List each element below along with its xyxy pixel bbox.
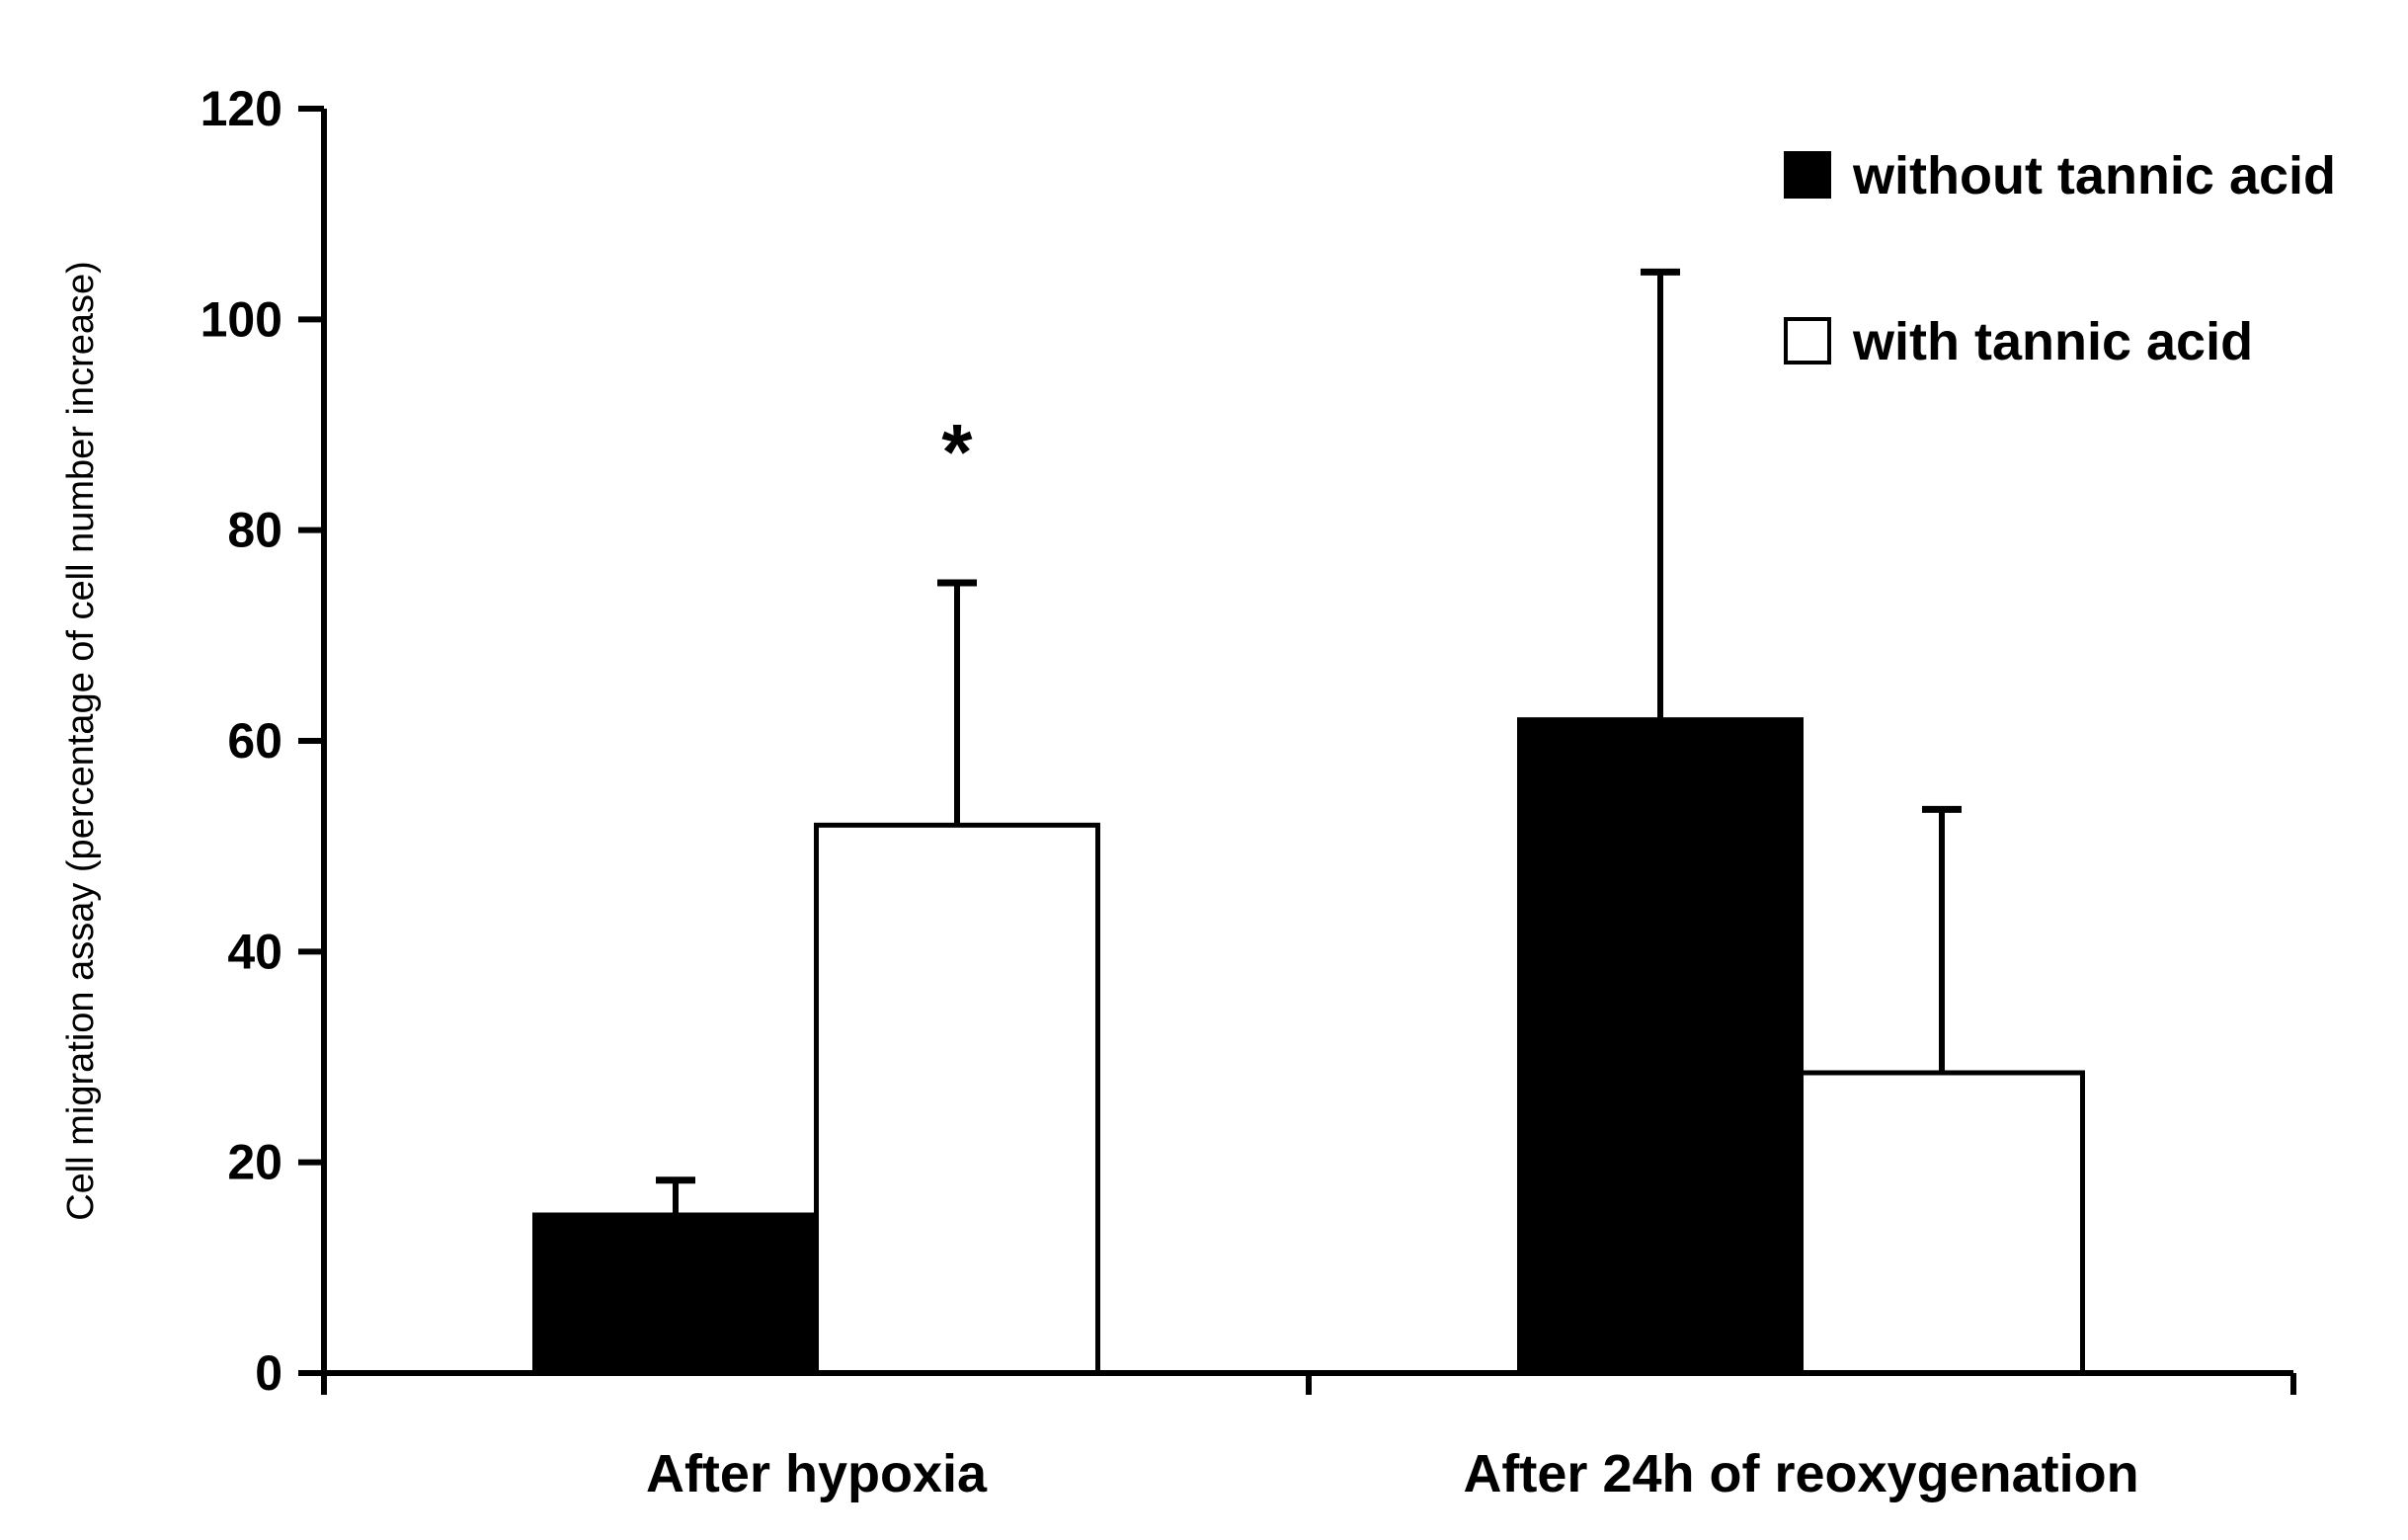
legend-swatch xyxy=(1784,317,1831,365)
y-tick-label: 60 xyxy=(227,713,282,769)
x-category-label: After 24h of reoxygenation xyxy=(1463,1444,2138,1503)
bar-with-tannic-acid xyxy=(814,822,1100,1376)
y-tick-label: 40 xyxy=(227,924,282,979)
y-tick-label: 120 xyxy=(201,81,282,136)
bar-without-tannic-acid xyxy=(532,1212,819,1376)
legend-label: with tannic acid xyxy=(1852,312,2253,371)
significance-annotation: * xyxy=(941,408,973,496)
legend-label: without tannic acid xyxy=(1852,146,2336,205)
y-tick-label: 0 xyxy=(255,1345,282,1401)
annotations-group: * xyxy=(941,408,973,496)
x-category-label: After hypoxia xyxy=(646,1444,988,1503)
error-bars-group xyxy=(656,268,1962,1215)
legend-swatch xyxy=(1784,151,1831,199)
y-tick-label: 100 xyxy=(201,291,282,347)
y-tick-label: 20 xyxy=(227,1135,282,1190)
bar-without-tannic-acid xyxy=(1517,717,1804,1376)
bar-with-tannic-acid xyxy=(1799,1070,2085,1376)
bars-group xyxy=(532,717,2085,1376)
y-ticks-group: 0 20 40 60 80 100 120 xyxy=(201,81,324,1401)
y-axis-title: Cell migration assay (percentage of cell… xyxy=(60,261,102,1221)
legend: without tannic acid with tannic acid xyxy=(1784,146,2336,371)
y-tick-label: 80 xyxy=(227,503,282,558)
x-ticks-group: After hypoxia After 24h of reoxygenation xyxy=(321,1373,2296,1503)
